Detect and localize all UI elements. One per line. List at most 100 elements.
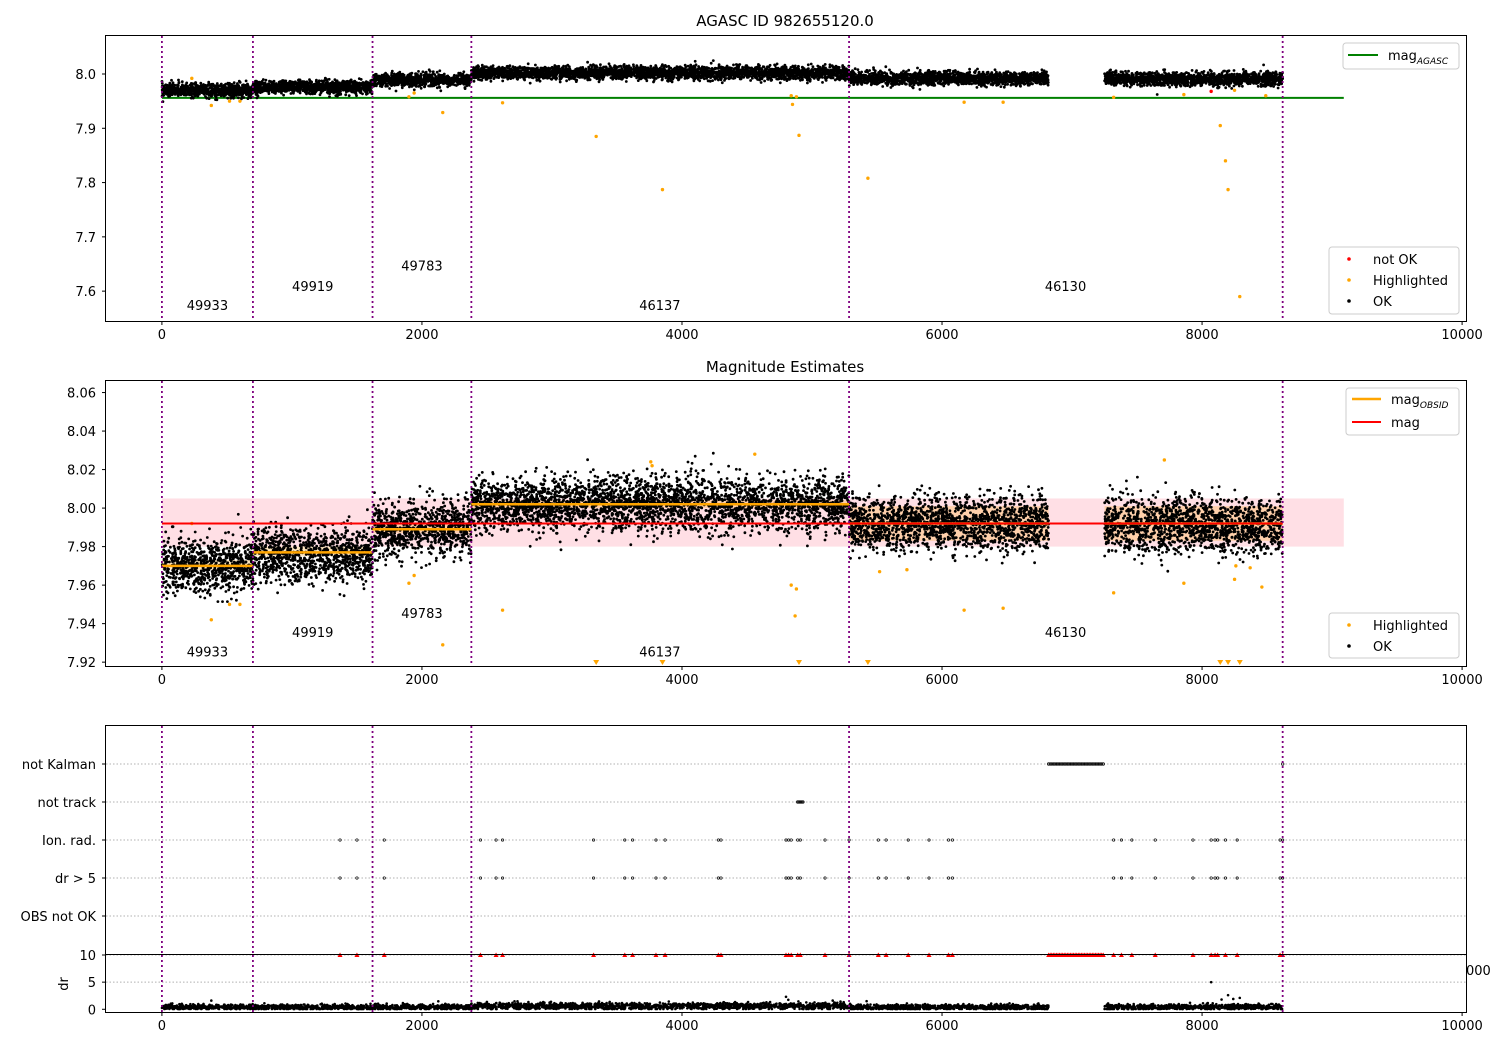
ok-point [457,83,460,86]
ok-point [806,82,809,85]
ok-point [278,81,281,84]
ok-point [422,70,425,73]
ok-point [196,95,199,98]
ok-point [534,64,537,67]
ok-point [382,78,385,81]
ok-point [206,92,209,95]
ok-point [318,85,321,88]
ok-point [168,82,171,85]
ok-point [282,83,285,86]
ok-point [303,87,306,90]
ok-point [440,78,443,81]
ok-point [173,84,176,87]
ok-point [315,79,318,82]
ok-point [279,90,282,93]
ok-point [438,86,441,89]
ok-point [247,97,250,100]
ok-point [334,83,337,86]
ok-point [415,72,418,75]
ok-point [732,64,735,67]
ok-point [586,61,589,64]
ok-point [364,85,367,88]
ok-point [236,82,239,85]
ok-point [459,80,462,83]
ok-point [192,89,195,92]
ok-point [254,91,257,94]
ok-point [463,83,466,86]
ok-point [685,69,688,72]
ok-point [423,85,426,88]
ok-point [216,82,219,85]
ok-point [185,93,188,96]
ok-point [264,82,267,85]
ok-point [539,80,542,83]
ok-point [177,79,180,82]
ok-point [527,62,530,65]
ok-point [285,88,288,91]
ok-point [312,83,315,86]
ok-point [357,85,360,88]
ok-point [834,79,837,82]
ok-point [177,94,180,97]
ok-point [278,85,281,88]
ok-point [407,76,410,79]
ok-point [807,63,810,66]
ok-point [397,72,400,75]
ok-point [273,80,276,83]
ok-point [181,90,184,93]
ok-point [439,89,442,92]
ok-point [395,79,398,82]
ok-point [318,79,321,82]
ok-point [178,90,181,93]
ok-point [599,63,602,66]
ok-point [224,83,227,86]
ok-point [263,89,266,92]
ok-point [183,85,186,88]
ok-point [427,80,430,83]
ok-point [462,70,465,73]
ok-point [773,64,776,67]
ok-point [438,69,441,72]
ok-point [436,71,439,74]
ok-point [442,74,445,77]
ok-point [430,74,433,77]
ok-point [661,79,664,82]
ok-point [174,87,177,90]
ok-point [382,81,385,84]
ok-point [232,88,235,91]
ok-point [776,63,779,66]
ok-point [254,88,257,91]
ok-point [749,79,752,82]
ok-point [399,81,402,84]
ok-point [336,80,339,83]
ok-point [299,84,302,87]
ok-point [226,91,229,94]
ok-point [208,97,211,100]
ok-point [324,77,327,80]
ok-point [215,96,218,99]
ok-point [415,75,418,78]
ok-point [501,80,504,83]
ok-point [694,60,697,63]
ok-point [207,84,210,87]
ok-point [172,81,175,84]
ok-point [256,83,259,86]
ok-point [400,77,403,80]
ok-point [207,81,210,84]
ok-point [308,91,311,94]
ok-point [391,79,394,82]
ok-point [403,81,406,84]
ok-point [178,81,181,84]
ok-point [391,70,394,73]
ok-point [452,79,455,82]
ok-point [210,89,213,92]
ok-point [239,81,242,84]
ok-point [481,64,484,67]
ok-point [428,73,431,76]
ok-point [712,59,715,62]
ok-point [262,78,265,81]
ok-point [267,86,270,89]
ok-point [408,82,411,85]
ok-point [289,88,292,91]
